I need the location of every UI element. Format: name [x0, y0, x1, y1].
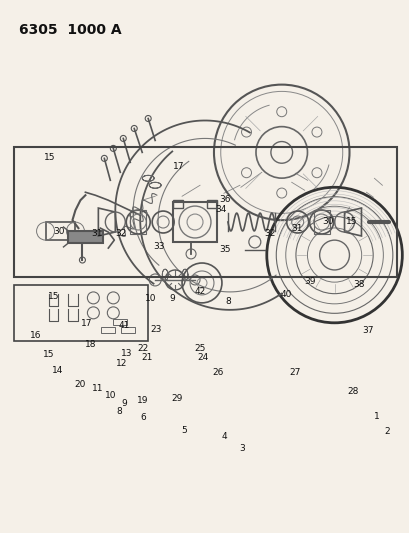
Text: 24: 24	[197, 353, 208, 362]
Text: 15: 15	[48, 292, 59, 301]
Text: 6305  1000 A: 6305 1000 A	[18, 23, 121, 37]
Text: 35: 35	[218, 245, 230, 254]
Text: 31: 31	[290, 224, 302, 233]
Text: 6: 6	[140, 414, 146, 422]
Text: 27: 27	[288, 368, 300, 377]
Text: 22: 22	[137, 344, 148, 353]
Text: 30: 30	[321, 217, 333, 226]
Text: 31: 31	[91, 229, 102, 238]
Text: 33: 33	[153, 242, 164, 251]
Bar	[68, 231, 103, 243]
Text: 3: 3	[238, 444, 244, 453]
Bar	[313, 210, 329, 234]
Text: 9: 9	[169, 294, 175, 303]
Bar	[130, 210, 146, 234]
Text: 1: 1	[373, 412, 379, 421]
Text: 4: 4	[221, 432, 227, 441]
Text: 12: 12	[115, 359, 127, 368]
Text: 15: 15	[44, 153, 55, 162]
Text: 28: 28	[346, 387, 358, 396]
Text: 17: 17	[81, 319, 92, 328]
Text: 8: 8	[116, 407, 122, 416]
Text: 15: 15	[345, 217, 356, 226]
Bar	[173, 202, 216, 242]
Bar	[45, 222, 75, 240]
Text: 9: 9	[121, 399, 127, 408]
Text: 16: 16	[29, 331, 41, 340]
Text: 21: 21	[141, 353, 152, 362]
Text: 38: 38	[353, 279, 364, 288]
Text: 20: 20	[74, 380, 85, 389]
Text: 17: 17	[172, 162, 184, 171]
Text: 40: 40	[280, 290, 292, 299]
Text: 29: 29	[171, 394, 182, 403]
Text: 10: 10	[105, 391, 117, 400]
Text: 42: 42	[194, 287, 205, 296]
Text: 15: 15	[43, 350, 54, 359]
Text: 41: 41	[119, 321, 130, 330]
Text: 14: 14	[52, 366, 63, 375]
Text: 13: 13	[121, 349, 132, 358]
Text: 30: 30	[53, 228, 65, 237]
Text: 32: 32	[264, 229, 275, 238]
Bar	[113, 319, 127, 325]
Text: 18: 18	[85, 340, 96, 349]
Text: 32: 32	[115, 229, 127, 238]
Text: 10: 10	[145, 294, 156, 303]
Bar	[14, 285, 147, 341]
Text: 8: 8	[225, 296, 231, 305]
Text: 36: 36	[218, 195, 230, 204]
Text: 37: 37	[362, 326, 373, 335]
Bar	[173, 200, 183, 208]
Text: 5: 5	[180, 426, 186, 434]
Text: 2: 2	[383, 427, 389, 435]
Text: 25: 25	[193, 344, 205, 353]
Bar	[14, 147, 396, 277]
Bar	[101, 327, 115, 333]
Text: 23: 23	[150, 325, 161, 334]
Bar	[121, 327, 135, 333]
Bar	[207, 200, 216, 208]
Text: 39: 39	[304, 277, 315, 286]
Text: 11: 11	[92, 384, 103, 393]
Text: 34: 34	[215, 205, 227, 214]
Text: 26: 26	[212, 368, 223, 377]
Text: 19: 19	[137, 397, 148, 406]
